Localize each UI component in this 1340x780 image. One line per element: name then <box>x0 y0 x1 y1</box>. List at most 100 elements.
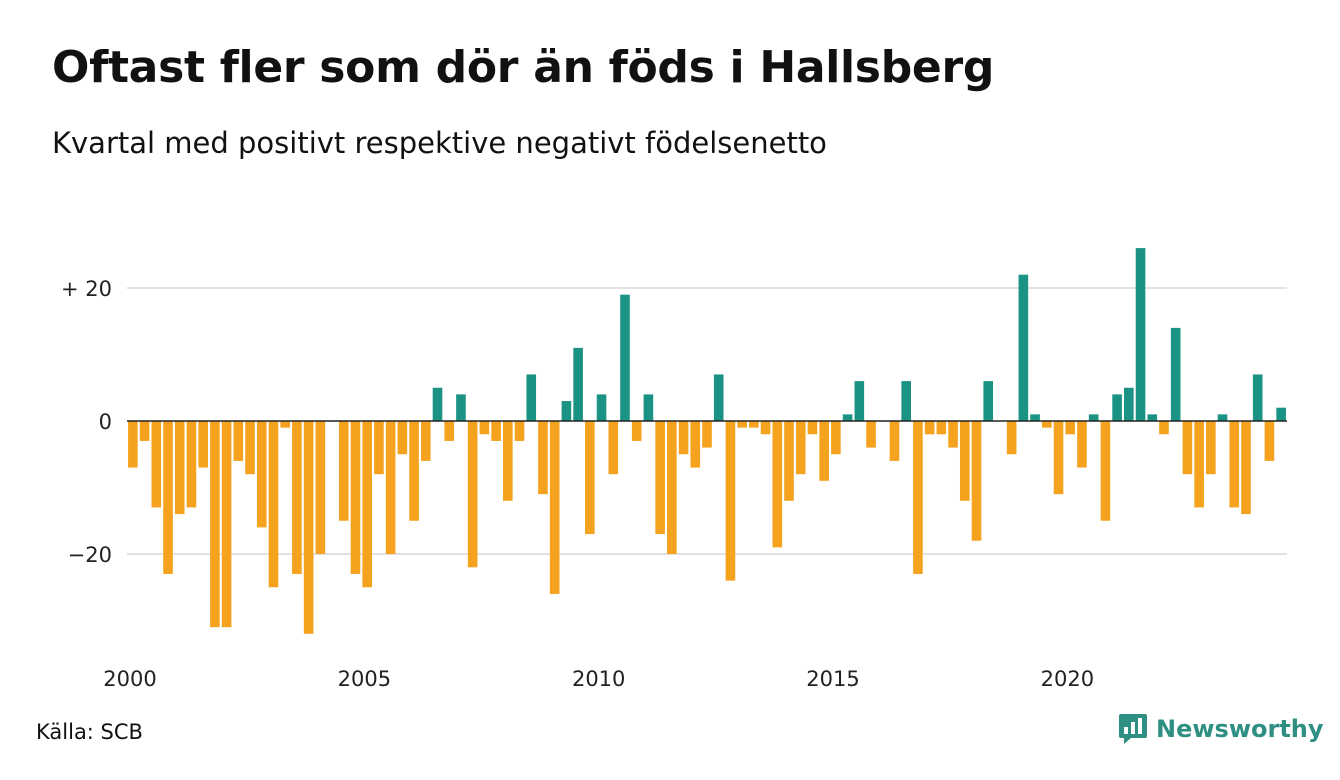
bar-negative <box>1206 421 1216 475</box>
bar-negative <box>1077 421 1087 468</box>
bar-positive <box>713 374 724 421</box>
x-tick-label: 2000 <box>103 667 156 691</box>
bar-positive <box>1170 327 1181 421</box>
bar-negative <box>608 421 619 475</box>
bar-negative <box>245 421 255 475</box>
bar-negative <box>1159 421 1169 435</box>
bar-negative <box>913 421 923 574</box>
bar-negative <box>959 421 970 501</box>
bar-negative <box>479 421 490 435</box>
bar-negative <box>1241 421 1251 515</box>
bar-negative <box>889 421 900 461</box>
bar-negative <box>831 421 841 455</box>
bar-negative <box>163 421 173 574</box>
x-tick-label: 2010 <box>572 667 625 691</box>
chart-subtitle: Kvartal med positivt respektive negativt… <box>52 126 827 160</box>
bar-positive <box>561 401 572 421</box>
bar-negative <box>749 421 759 428</box>
bar-negative <box>1065 421 1076 435</box>
bar-negative <box>538 421 548 495</box>
bar-negative <box>397 421 408 455</box>
x-tick-label: 2005 <box>338 667 391 691</box>
bar-negative <box>503 421 513 501</box>
bar-positive <box>620 294 630 421</box>
bar-positive <box>526 374 537 421</box>
bar-negative <box>315 421 326 554</box>
bar-positive <box>983 381 994 421</box>
bar-negative <box>256 421 267 528</box>
bar-negative <box>631 421 642 441</box>
bar-negative <box>667 421 677 554</box>
bar-negative <box>1229 421 1240 508</box>
bar-negative <box>420 421 431 461</box>
bar-negative <box>374 421 384 475</box>
y-tick-label: −20 <box>68 543 112 567</box>
bar-negative <box>186 421 197 508</box>
bar-negative <box>350 421 361 574</box>
bar-negative <box>760 421 771 435</box>
source-note: Källa: SCB <box>36 720 143 744</box>
bar-positive <box>1018 274 1029 421</box>
y-axis-labels: + 20 0 −20 <box>61 277 112 567</box>
bar-positive <box>573 347 583 421</box>
bar-negative <box>303 421 314 634</box>
bar-negative <box>1194 421 1204 508</box>
bar-negative <box>1053 421 1064 495</box>
bar-positive <box>596 394 607 421</box>
bar-negative <box>362 421 373 588</box>
bar-negative <box>784 421 794 501</box>
x-axis-labels: 2000 2005 2010 2015 2020 <box>103 667 1094 691</box>
bar-negative <box>702 421 712 448</box>
bar-negative <box>819 421 829 481</box>
bar-negative <box>128 421 138 468</box>
bar-negative <box>338 421 349 521</box>
bar-positive <box>1112 394 1122 421</box>
x-tick-label: 2020 <box>1041 667 1094 691</box>
bar-negative <box>139 421 150 441</box>
bar-chart: + 20 0 −20 2000 2005 2010 2015 2020 <box>61 248 1287 691</box>
bar-positive <box>901 381 911 421</box>
bar-positive <box>1088 414 1099 421</box>
bar-positive <box>1030 414 1040 421</box>
bar-negative <box>655 421 665 535</box>
x-tick-label: 2015 <box>806 667 859 691</box>
bar-positive <box>1135 248 1146 421</box>
bar-positive <box>432 387 443 421</box>
bar-negative <box>280 421 290 428</box>
bar-negative <box>725 421 736 581</box>
bar-negative <box>409 421 419 521</box>
bar-negative <box>1041 421 1052 428</box>
bar-positive <box>854 381 865 421</box>
bar-negative <box>292 421 302 574</box>
brand-name: Newsworthy <box>1156 715 1324 743</box>
bar-positive <box>1147 414 1158 421</box>
bar-negative <box>174 421 185 515</box>
bar-negative <box>151 421 162 508</box>
brand: Newsworthy <box>1118 712 1324 746</box>
bar-negative <box>514 421 525 441</box>
bar-negative <box>444 421 455 441</box>
bar-negative <box>971 421 982 541</box>
bar-negative <box>678 421 689 455</box>
bar-negative <box>690 421 701 468</box>
bar-positive <box>842 414 853 421</box>
bar-negative <box>585 421 595 535</box>
bar-negative <box>268 421 279 588</box>
bar-negative <box>385 421 396 554</box>
bar-negative <box>1182 421 1193 475</box>
bars <box>128 248 1286 634</box>
bar-negative <box>233 421 244 461</box>
bar-negative <box>549 421 560 594</box>
bar-negative <box>1006 421 1017 455</box>
y-tick-label: + 20 <box>61 277 112 301</box>
bar-negative <box>221 421 232 628</box>
bar-negative <box>1100 421 1111 521</box>
bar-negative <box>491 421 501 441</box>
bar-negative <box>795 421 806 475</box>
bar-negative <box>467 421 478 568</box>
bar-negative <box>866 421 876 448</box>
bar-negative <box>210 421 220 628</box>
bar-positive <box>1124 387 1134 421</box>
bar-negative <box>1264 421 1275 461</box>
bar-positive <box>1276 407 1286 421</box>
